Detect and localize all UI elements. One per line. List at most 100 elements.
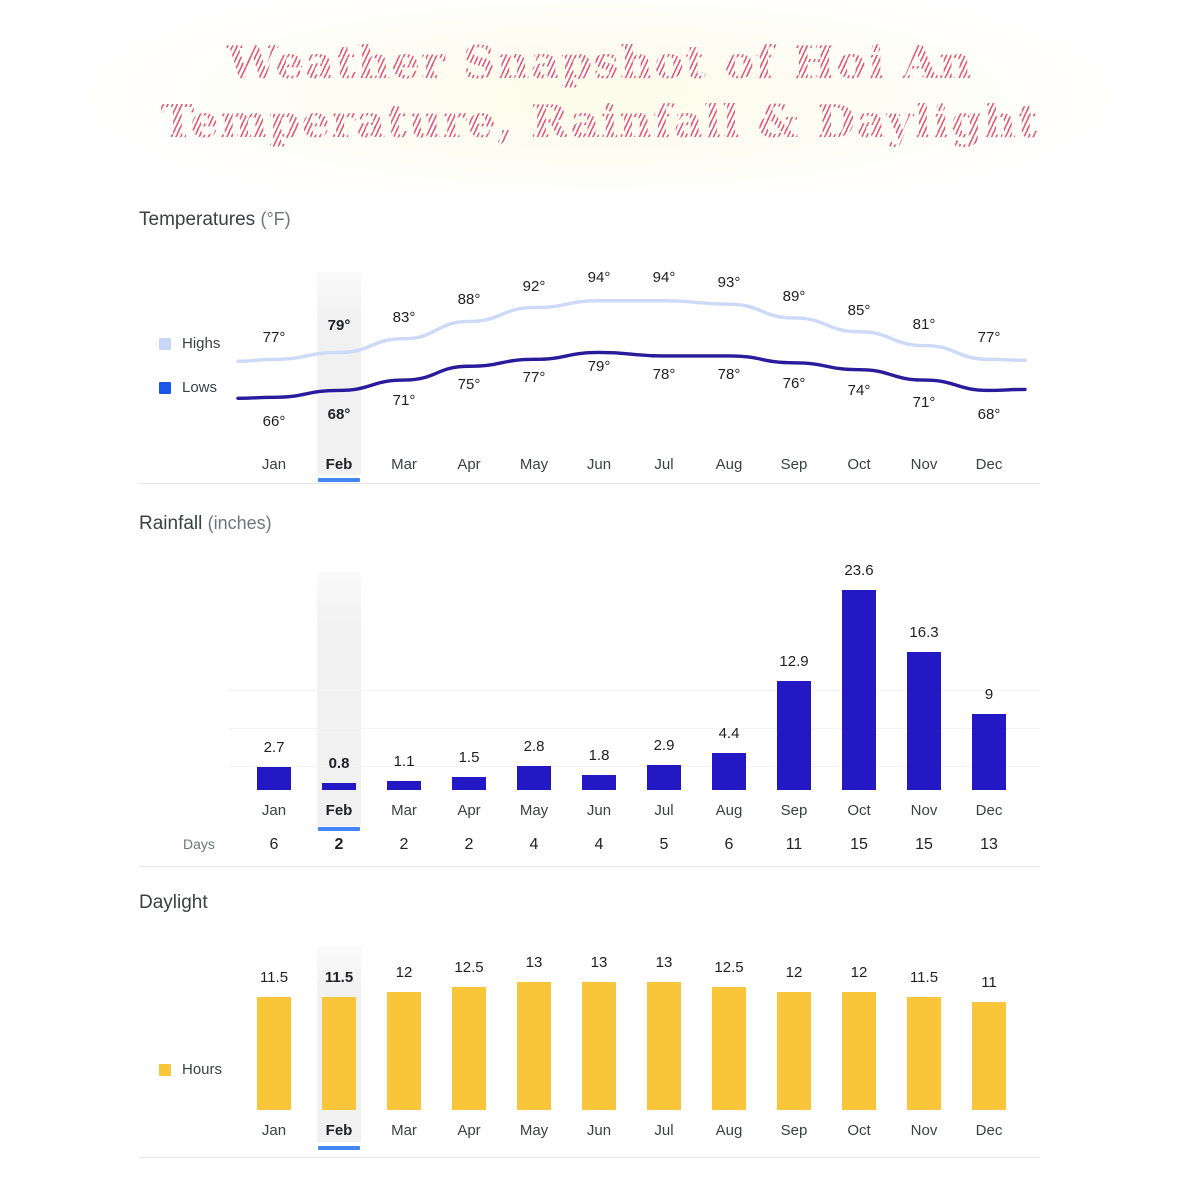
- month-label-aug[interactable]: Aug: [715, 1122, 743, 1139]
- rainfall-bar-jan[interactable]: [257, 767, 291, 790]
- temperature-line-highs: [236, 298, 1027, 364]
- rainfall-bar-oct[interactable]: [842, 590, 876, 790]
- rainfall-value-jul: 2.9: [653, 737, 675, 755]
- rainfall-bar-feb[interactable]: [322, 783, 356, 790]
- high-value-oct: 85°: [847, 301, 871, 319]
- month-label-may[interactable]: May: [519, 1122, 549, 1139]
- current-month-underline-temperature: [318, 478, 360, 482]
- daylight-bar-jul[interactable]: [647, 982, 681, 1110]
- month-label-apr[interactable]: Apr: [457, 802, 481, 819]
- month-label-sep[interactable]: Sep: [780, 456, 808, 473]
- rainfall-value-may: 2.8: [523, 738, 545, 756]
- legend-item-hours[interactable]: Hours: [159, 1061, 222, 1078]
- current-month-underline-rainfall: [318, 827, 360, 831]
- daylight-bar-sep[interactable]: [777, 991, 811, 1110]
- daylight-bar-may[interactable]: [517, 982, 551, 1110]
- month-label-jan[interactable]: Jan: [261, 456, 287, 473]
- low-value-jun: 79°: [587, 358, 611, 376]
- legend-swatch-icon: [159, 337, 171, 350]
- rainfall-days-nov: 15: [915, 836, 933, 853]
- month-label-oct[interactable]: Oct: [847, 1122, 871, 1139]
- month-label-jan[interactable]: Jan: [261, 802, 287, 819]
- month-label-jun[interactable]: Jun: [586, 1122, 612, 1139]
- legend-item-highs[interactable]: Highs: [159, 335, 220, 352]
- month-label-jul[interactable]: Jul: [654, 802, 674, 819]
- month-label-jan[interactable]: Jan: [261, 1122, 287, 1139]
- month-label-dec[interactable]: Dec: [975, 1122, 1003, 1139]
- month-label-feb[interactable]: Feb: [325, 1122, 353, 1139]
- month-label-nov[interactable]: Nov: [910, 802, 938, 819]
- high-value-jan: 77°: [262, 329, 286, 347]
- month-label-may[interactable]: May: [519, 802, 549, 819]
- month-label-aug[interactable]: Aug: [715, 456, 743, 473]
- legend-item-lows[interactable]: Lows: [159, 379, 217, 396]
- rainfall-unit: (inches): [207, 513, 272, 533]
- low-value-may: 77°: [522, 369, 546, 387]
- daylight-bar-jan[interactable]: [257, 996, 291, 1110]
- daylight-value-feb: 11.5: [324, 968, 354, 986]
- rainfall-bar-dec[interactable]: [972, 713, 1006, 790]
- rainfall-days-sep: 11: [785, 836, 803, 853]
- month-label-may[interactable]: May: [519, 456, 549, 473]
- month-label-nov[interactable]: Nov: [910, 456, 938, 473]
- month-label-jul[interactable]: Jul: [654, 1122, 674, 1139]
- daylight-bar-nov[interactable]: [907, 996, 941, 1110]
- month-label-jun[interactable]: Jun: [586, 456, 612, 473]
- month-label-oct[interactable]: Oct: [847, 456, 871, 473]
- daylight-value-aug: 12.5: [714, 958, 744, 976]
- daylight-value-dec: 11: [981, 973, 997, 991]
- daylight-bar-mar[interactable]: [387, 991, 421, 1110]
- month-label-jun[interactable]: Jun: [586, 802, 612, 819]
- daylight-bar-dec[interactable]: [972, 1001, 1006, 1110]
- rainfall-bar-may[interactable]: [517, 766, 551, 790]
- rainfall-bar-mar[interactable]: [387, 780, 421, 790]
- month-label-nov[interactable]: Nov: [910, 1122, 938, 1139]
- month-label-mar[interactable]: Mar: [391, 802, 417, 819]
- rainfall-bar-sep[interactable]: [777, 680, 811, 790]
- daylight-bar-apr[interactable]: [452, 986, 486, 1110]
- temperature-heading-text: Temperatures: [139, 209, 256, 230]
- rainfall-bar-nov[interactable]: [907, 651, 941, 790]
- daylight-bar-feb[interactable]: [322, 996, 356, 1110]
- page-title-line-2: Temperature, Rainfall & Daylight: [0, 95, 1200, 148]
- rainfall-value-dec: 9: [984, 685, 994, 703]
- daylight-bar-jun[interactable]: [582, 982, 616, 1110]
- month-label-feb[interactable]: Feb: [325, 456, 353, 473]
- daylight-value-jul: 13: [655, 954, 673, 971]
- separator-rainfall-daylight: [139, 866, 1040, 867]
- rainfall-value-jan: 2.7: [263, 739, 285, 757]
- month-label-aug[interactable]: Aug: [715, 802, 743, 819]
- high-value-aug: 93°: [717, 274, 741, 292]
- high-value-may: 92°: [522, 277, 546, 295]
- low-value-feb: 68°: [327, 406, 351, 424]
- month-label-mar[interactable]: Mar: [391, 456, 417, 473]
- rainfall-bar-aug[interactable]: [712, 752, 746, 790]
- daylight-bar-oct[interactable]: [842, 991, 876, 1110]
- month-label-sep[interactable]: Sep: [780, 1122, 808, 1139]
- rainfall-days-may: 4: [529, 836, 539, 853]
- temperature-line-lows: [236, 350, 1027, 400]
- current-month-underline-daylight: [318, 1146, 360, 1150]
- month-label-sep[interactable]: Sep: [780, 802, 808, 819]
- month-label-dec[interactable]: Dec: [975, 802, 1003, 819]
- month-label-apr[interactable]: Apr: [457, 456, 481, 473]
- daylight-bar-aug[interactable]: [712, 986, 746, 1110]
- month-label-jul[interactable]: Jul: [654, 456, 674, 473]
- daylight-value-apr: 12.5: [454, 958, 484, 976]
- rainfall-days-jan: 6: [269, 836, 279, 853]
- month-label-oct[interactable]: Oct: [847, 802, 871, 819]
- rainfall-days-aug: 6: [724, 836, 734, 853]
- daylight-value-jun: 13: [590, 954, 608, 971]
- month-label-apr[interactable]: Apr: [457, 1122, 481, 1139]
- separator-temperature-rainfall: [139, 483, 1040, 484]
- rainfall-bar-apr[interactable]: [452, 777, 486, 790]
- month-label-feb[interactable]: Feb: [325, 802, 353, 819]
- rainfall-days-dec: 13: [980, 836, 998, 853]
- daylight-value-oct: 12: [850, 963, 868, 981]
- month-label-mar[interactable]: Mar: [391, 1122, 417, 1139]
- daylight-heading: Daylight: [139, 892, 208, 914]
- rainfall-bar-jun[interactable]: [582, 774, 616, 790]
- month-label-dec[interactable]: Dec: [975, 456, 1003, 473]
- rainfall-bar-jul[interactable]: [647, 765, 681, 790]
